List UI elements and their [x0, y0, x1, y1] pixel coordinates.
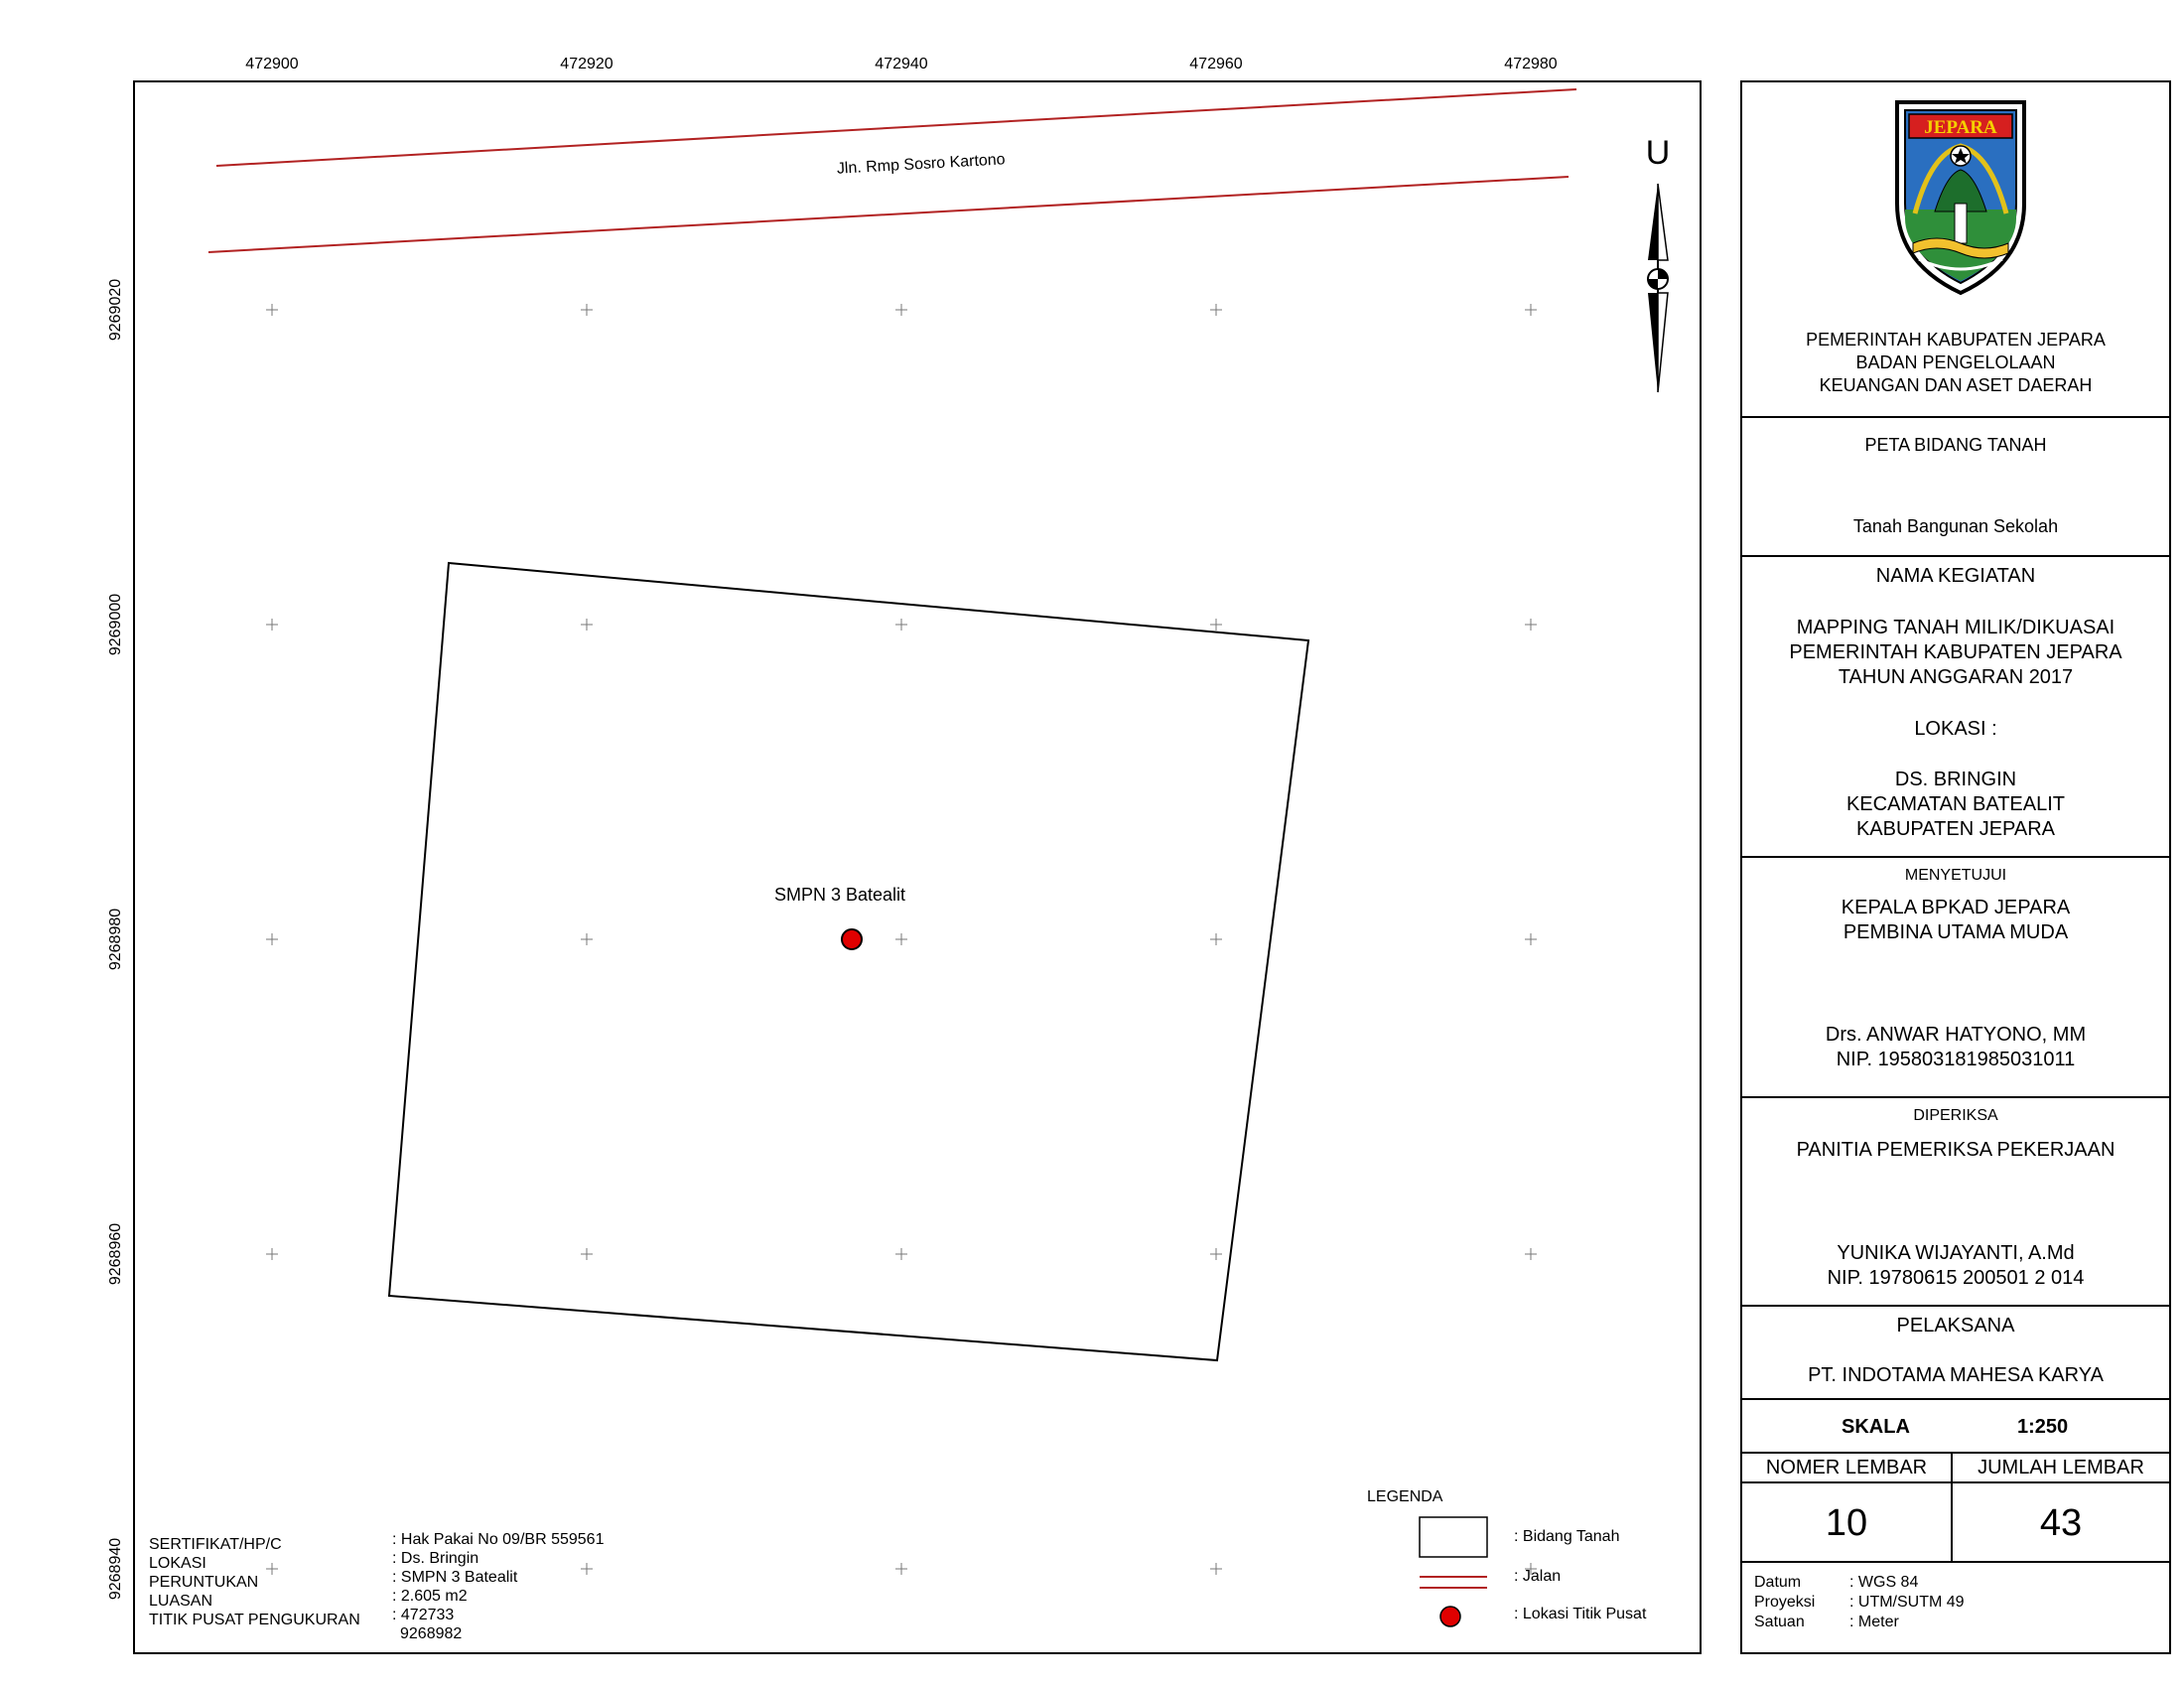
map-frame [133, 80, 1702, 1654]
header-line: PEMERINTAH KABUPATEN JEPARA [1806, 330, 2106, 350]
sheet-divider [1951, 1483, 1953, 1561]
x-tick-label: 472900 [245, 56, 298, 72]
projection-labels: Datum Proyeksi Satuan [1754, 1573, 1815, 1632]
y-tick-label: 9268940 [107, 1538, 124, 1600]
menyetujui-nip: NIP. 195803181985031011 [1836, 1049, 2076, 1070]
info-label: SERTIFIKAT/HP/C [149, 1536, 282, 1553]
sheet-number-label: NOMER LEMBAR [1765, 1457, 1928, 1478]
parcel-info-values: : Hak Pakai No 09/BR 559561 : Ds. Bringi… [392, 1530, 604, 1643]
menyetujui-lines: KEPALA BPKAD JEPARA PEMBINA UTAMA MUDA [1742, 896, 2169, 945]
x-tick-label: 472960 [1189, 56, 1242, 72]
menyetujui-signatory: Drs. ANWAR HATYONO, MM NIP. 195803181985… [1742, 1023, 2169, 1072]
menyetujui-line: PEMBINA UTAMA MUDA [1843, 921, 2069, 943]
y-tick-label: 9269020 [107, 279, 124, 341]
x-tick-label: 472920 [560, 56, 613, 72]
x-axis-ticks: 472900 472920 472940 472960 472980 [245, 56, 1557, 72]
x-tick-label: 472940 [875, 56, 927, 72]
info-label: PERUNTUKAN [149, 1574, 259, 1591]
menyetujui-name: Drs. ANWAR HATYONO, MM [1825, 1024, 2087, 1046]
info-value: : SMPN 3 Batealit [392, 1569, 518, 1586]
sheet-total-value: 43 [2039, 1502, 2083, 1544]
map-title-section: PETA BIDANG TANAH Tanah Bangunan Sekolah [1742, 418, 2169, 557]
kegiatan-line: MAPPING TANAH MILIK/DIKUASAI [1796, 617, 2116, 638]
y-axis-ticks: 9269020 9269000 9268980 9268960 9268940 [107, 279, 124, 1600]
parcel-info-labels: SERTIFIKAT/HP/C LOKASI PERUNTUKAN LUASAN… [149, 1535, 360, 1629]
legend-point-symbol [1439, 1606, 1461, 1627]
title-block-panel: JEPARA PEMERINTAH KABUPATEN JEPARA BADAN… [1740, 80, 2171, 1654]
diperiksa-line: PANITIA PEMERIKSA PEKERJAAN [1796, 1139, 2116, 1161]
diperiksa-section: DIPERIKSA PANITIA PEMERIKSA PEKERJAAN YU… [1742, 1098, 2169, 1307]
info-label: TITIK PUSAT PENGUKURAN [149, 1612, 360, 1628]
sheet-number-value: 10 [1825, 1502, 1868, 1544]
lokasi-title: LOKASI : [1914, 718, 1997, 740]
menyetujui-line: KEPALA BPKAD JEPARA [1841, 897, 2071, 918]
legend-parcel-symbol [1419, 1516, 1488, 1558]
lokasi-line: KABUPATEN JEPARA [1855, 818, 2056, 840]
north-arrow-icon: U [1646, 134, 1671, 393]
info-label: LOKASI [149, 1555, 206, 1572]
menyetujui-section: MENYETUJUI KEPALA BPKAD JEPARA PEMBINA U… [1742, 858, 2169, 1098]
header-line: KEUANGAN DAN ASET DAERAH [1819, 375, 2093, 395]
diperiksa-name: YUNIKA WIJAYANTI, A.Md [1837, 1242, 2075, 1264]
lokasi-lines: DS. BRINGIN KECAMATAN BATEALIT KABUPATEN… [1742, 768, 2169, 842]
center-point-marker [841, 928, 863, 950]
diperiksa-title: DIPERIKSA [1913, 1107, 1998, 1124]
map-title: PETA BIDANG TANAH [1864, 435, 2047, 455]
info-value: 9268982 [400, 1625, 463, 1642]
legend-item-label: : Bidang Tanah [1514, 1528, 1620, 1545]
info-value: : Ds. Bringin [392, 1550, 479, 1567]
legend-item-label: : Jalan [1514, 1568, 1562, 1585]
logo-text: JEPARA [1924, 117, 1997, 138]
kegiatan-title: NAMA KEGIATAN [1875, 565, 2036, 587]
scale-label: SKALA [1842, 1416, 1910, 1438]
point-label: SMPN 3 Batealit [774, 885, 905, 905]
lokasi-line: DS. BRINGIN [1894, 769, 2017, 790]
sheet-divider [1951, 1454, 1953, 1481]
lokasi-line: KECAMATAN BATEALIT [1845, 793, 2066, 815]
kegiatan-line: TAHUN ANGGARAN 2017 [1838, 666, 2074, 688]
scale-value: 1:250 [2017, 1416, 2069, 1438]
sheet-header-section: NOMER LEMBAR JUMLAH LEMBAR [1742, 1454, 2169, 1483]
y-tick-label: 9269000 [107, 594, 124, 655]
sheet-total-label: JUMLAH LEMBAR [1978, 1457, 2144, 1478]
diperiksa-signatory: YUNIKA WIJAYANTI, A.Md NIP. 19780615 200… [1742, 1241, 2169, 1291]
x-tick-label: 472980 [1504, 56, 1557, 72]
kegiatan-line: PEMERINTAH KABUPATEN JEPARA [1789, 641, 2122, 663]
road-line-north [215, 88, 1577, 167]
info-label: LUASAN [149, 1593, 213, 1610]
scale-section: SKALA 1:250 [1742, 1400, 2169, 1454]
meta-value: : Meter [1849, 1614, 1899, 1630]
jepara-emblem-icon: JEPARA [1895, 100, 2026, 296]
info-value: : 472733 [392, 1607, 455, 1623]
header-text: PEMERINTAH KABUPATEN JEPARA BADAN PENGEL… [1742, 329, 2169, 397]
diperiksa-nip: NIP. 19780615 200501 2 014 [1827, 1267, 2085, 1289]
legend-title: LEGENDA [1367, 1488, 1443, 1505]
legend-item-label: : Lokasi Titik Pusat [1514, 1606, 1647, 1622]
pelaksana-title: PELAKSANA [1896, 1315, 2015, 1336]
header-section: JEPARA PEMERINTAH KABUPATEN JEPARA BADAN… [1742, 82, 2169, 418]
meta-label: Proyeksi [1754, 1594, 1816, 1611]
pelaksana-section: PELAKSANA PT. INDOTAMA MAHESA KARYA [1742, 1307, 2169, 1400]
north-label: U [1646, 134, 1671, 172]
grid-crosses [266, 304, 1537, 1575]
road-line-south [207, 176, 1570, 253]
header-line: BADAN PENGELOLAAN [1855, 352, 2056, 372]
meta-value: : UTM/SUTM 49 [1849, 1594, 1965, 1611]
projection-values: : WGS 84 : UTM/SUTM 49 : Meter [1849, 1573, 1965, 1632]
kegiatan-section: NAMA KEGIATAN MAPPING TANAH MILIK/DIKUAS… [1742, 557, 2169, 858]
meta-label: Datum [1754, 1574, 1802, 1591]
y-tick-label: 9268960 [107, 1223, 124, 1285]
meta-value: : WGS 84 [1849, 1574, 1919, 1591]
land-parcel [387, 561, 1310, 1362]
meta-label: Satuan [1754, 1614, 1805, 1630]
info-value: : Hak Pakai No 09/BR 559561 [392, 1531, 605, 1548]
map-subtitle: Tanah Bangunan Sekolah [1852, 516, 2059, 536]
pelaksana-name: PT. INDOTAMA MAHESA KARYA [1808, 1364, 2104, 1386]
kegiatan-lines: MAPPING TANAH MILIK/DIKUASAI PEMERINTAH … [1742, 616, 2169, 690]
sheet-values-section: 10 43 [1742, 1483, 2169, 1563]
menyetujui-title: MENYETUJUI [1904, 867, 2007, 884]
info-value: : 2.605 m2 [392, 1588, 468, 1605]
y-tick-label: 9268980 [107, 909, 124, 970]
